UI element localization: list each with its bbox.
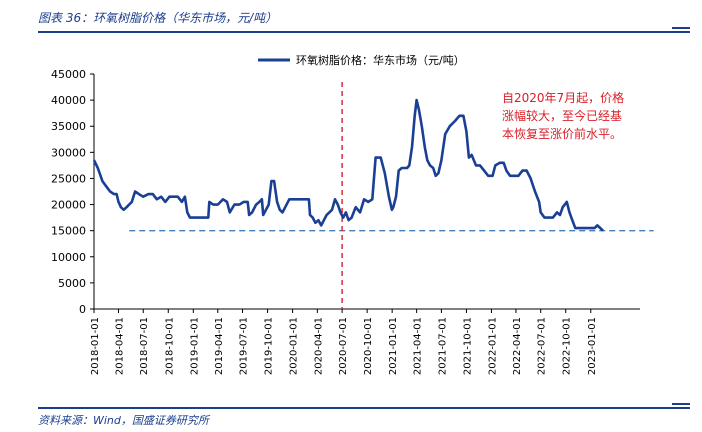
x-tick-label: 2023-01-01 xyxy=(587,317,598,375)
x-tick-label: 2018-10-01 xyxy=(164,317,175,375)
header-rule-cap xyxy=(672,27,690,29)
y-tick-label: 45000 xyxy=(51,68,86,81)
y-tick-label: 35000 xyxy=(51,120,86,133)
x-tick-label: 2020-04-01 xyxy=(313,317,324,375)
x-tick-label: 2021-10-01 xyxy=(462,317,473,375)
x-tick-label: 2022-01-01 xyxy=(487,317,498,375)
x-tick-label: 2020-01-01 xyxy=(289,317,300,375)
y-tick-label: 25000 xyxy=(51,172,86,185)
x-tick-label: 2019-04-01 xyxy=(214,317,225,375)
x-tick-label: 2019-10-01 xyxy=(264,317,275,375)
chart-source-note: 资料来源：Wind，国盛证券研究所 xyxy=(38,414,209,427)
x-tick-label: 2021-01-01 xyxy=(388,317,399,375)
header-rule xyxy=(38,31,690,33)
x-tick-label: 2021-04-01 xyxy=(413,317,424,375)
x-tick-label: 2020-10-01 xyxy=(363,317,374,375)
y-tick-label: 10000 xyxy=(51,251,86,264)
x-tick-label: 2019-07-01 xyxy=(239,317,250,375)
x-tick-label: 2019-01-01 xyxy=(189,317,200,375)
footer-rule-cap xyxy=(672,403,690,405)
x-tick-label: 2022-07-01 xyxy=(537,317,548,375)
x-tick-label: 2021-07-01 xyxy=(437,317,448,375)
y-tick-label: 40000 xyxy=(51,94,86,107)
chart-header-title: 图表 36：环氧树脂价格（华东市场，元/吨） xyxy=(38,11,278,25)
y-tick-label: 30000 xyxy=(51,146,86,159)
annotation-text: 自2020年7月起，价格 xyxy=(502,90,624,105)
y-tick-label: 0 xyxy=(79,303,86,316)
y-tick-label: 20000 xyxy=(51,199,86,212)
x-tick-label: 2018-04-01 xyxy=(114,317,125,375)
annotation-text: 本恢复至涨价前水平。 xyxy=(502,126,622,141)
y-tick-label: 15000 xyxy=(51,225,86,238)
x-tick-label: 2018-07-01 xyxy=(139,317,150,375)
legend-label: 环氧树脂价格：华东市场（元/吨） xyxy=(296,53,465,67)
footer-rule xyxy=(38,407,690,409)
annotation-text: 涨幅较大，至今已经基 xyxy=(502,108,622,123)
x-tick-label: 2022-10-01 xyxy=(562,317,573,375)
x-tick-label: 2022-04-01 xyxy=(512,317,523,375)
x-tick-label: 2020-07-01 xyxy=(338,317,349,375)
series-line xyxy=(92,98,604,232)
x-tick-label: 2018-01-01 xyxy=(90,317,101,375)
y-tick-label: 5000 xyxy=(58,277,86,290)
